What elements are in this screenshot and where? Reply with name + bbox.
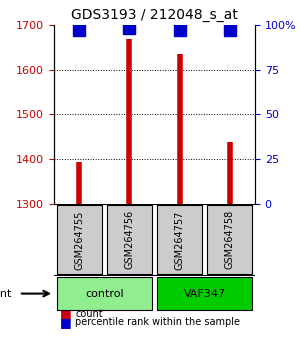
FancyBboxPatch shape <box>107 205 152 274</box>
Text: GSM264758: GSM264758 <box>225 210 235 269</box>
Text: GSM264756: GSM264756 <box>124 210 134 269</box>
FancyBboxPatch shape <box>207 205 253 274</box>
Text: GSM264755: GSM264755 <box>74 210 84 269</box>
FancyBboxPatch shape <box>157 205 202 274</box>
FancyBboxPatch shape <box>56 278 152 310</box>
Text: percentile rank within the sample: percentile rank within the sample <box>75 317 240 327</box>
FancyBboxPatch shape <box>56 205 102 274</box>
Text: ■: ■ <box>60 308 72 321</box>
Text: count: count <box>75 309 103 319</box>
FancyBboxPatch shape <box>157 278 253 310</box>
Text: control: control <box>85 289 124 298</box>
Text: GSM264757: GSM264757 <box>175 210 184 269</box>
Text: ■: ■ <box>60 316 72 329</box>
Title: GDS3193 / 212048_s_at: GDS3193 / 212048_s_at <box>71 8 238 22</box>
Text: VAF347: VAF347 <box>184 289 226 298</box>
Text: agent: agent <box>0 289 11 298</box>
